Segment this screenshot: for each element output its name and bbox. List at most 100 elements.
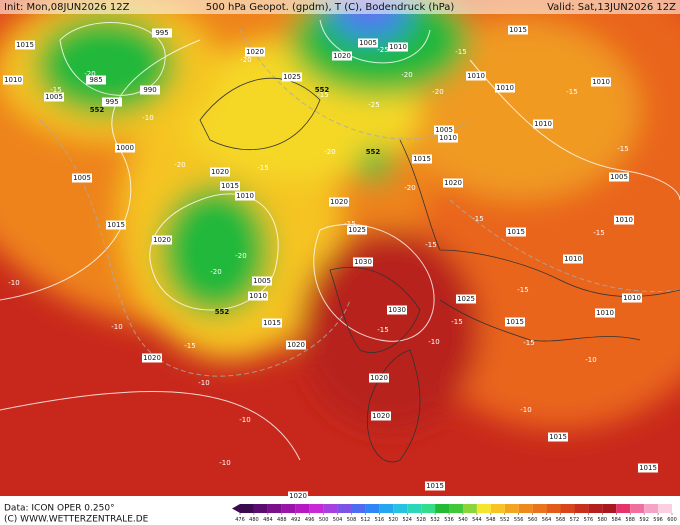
colorbar-tick-label: 488 — [277, 517, 287, 523]
isobar-label-box — [506, 227, 526, 237]
isobar-label-box — [252, 276, 272, 286]
colorbar-tick-label: 484 — [263, 517, 273, 523]
isobar-label-box — [72, 173, 92, 183]
isobar-label-box — [495, 83, 515, 93]
isobar-label: 1030 — [354, 258, 372, 266]
isobar-label: 1010 — [389, 43, 407, 51]
colorbar-bin — [644, 504, 659, 513]
colorbar-bin — [630, 504, 645, 513]
isobar-label: 1005 — [45, 93, 63, 101]
colorbar-bin — [281, 504, 296, 513]
isobar-label-box — [353, 257, 373, 267]
temperature-label: -20 — [84, 70, 95, 78]
isobar-label: 1010 — [4, 76, 22, 84]
temperature-label: -20 — [210, 268, 221, 276]
isobar-label: 1020 — [289, 492, 307, 500]
isobar-label-box — [44, 92, 64, 102]
isobar-label: 1005 — [73, 174, 91, 182]
isobar-label-box — [563, 254, 583, 264]
isobar-label-box — [434, 125, 454, 135]
colorbar-tick-label: 580 — [598, 517, 608, 523]
colorbar-bin — [365, 504, 380, 513]
isobar-label: 1015 — [549, 433, 567, 441]
temperature-label: -15 — [377, 326, 388, 334]
colorbar-tick-label: 540 — [458, 517, 468, 523]
colorbar-tick-label: 588 — [625, 517, 635, 523]
isobar-label: 1010 — [467, 72, 485, 80]
isobar-label-box — [106, 220, 126, 230]
temperature-label: -15 — [257, 164, 268, 172]
colorbar-tick-label: 512 — [361, 517, 371, 523]
isobar-label: 1030 — [388, 306, 406, 314]
isobar-label: 1020 — [211, 168, 229, 176]
valid-time: Valid: Sat,13JUN2026 12Z — [547, 2, 676, 13]
isobar-label-box — [358, 38, 378, 48]
isobar-label: 1015 — [426, 482, 444, 490]
isobar-label: 1020 — [287, 341, 305, 349]
temperature-label: -25 — [368, 101, 379, 109]
isobar-label-box — [142, 353, 162, 363]
colorbar-bin — [393, 504, 408, 513]
isobar-label: 1020 — [153, 236, 171, 244]
colorbar-tick-label: 572 — [570, 517, 580, 523]
isobar-label-box — [210, 167, 230, 177]
isobar-label-box — [443, 178, 463, 188]
colorbar-tick-label: 480 — [249, 517, 259, 523]
colorbar-bin — [588, 504, 603, 513]
temperature-label: -15 — [617, 145, 628, 153]
colorbar-bin — [295, 504, 310, 513]
isobar-label-box — [245, 47, 265, 57]
colorbar-tick-label: 520 — [389, 517, 399, 523]
colorbar-bin — [449, 504, 463, 513]
isobar-label: 1010 — [615, 216, 633, 224]
isobar-label: 1020 — [372, 412, 390, 420]
isobar-label: 1005 — [435, 126, 453, 134]
temperature-label: -20 — [174, 161, 185, 169]
isobar-label: 1020 — [143, 354, 161, 362]
colorbar-bin — [267, 504, 282, 513]
isobar-label-box — [591, 77, 611, 87]
colorbar-bin — [421, 504, 436, 513]
temperature-label: -15 — [317, 91, 328, 99]
isobar-label: 1020 — [246, 48, 264, 56]
temperature-label: -25 — [377, 46, 388, 54]
temperature-label: -15 — [523, 339, 534, 347]
colorbar-bin — [309, 504, 324, 513]
geopotential-label: 552 — [90, 106, 105, 114]
isobar-label-box — [425, 481, 445, 491]
temperature-label: -20 — [324, 148, 335, 156]
temperature-label: -15 — [344, 220, 355, 228]
temperature-label: -20 — [401, 71, 412, 79]
colorbar-tick-label: 508 — [347, 517, 357, 523]
colorbar-tick-label: 476 — [235, 517, 245, 523]
temperature-label: -15 — [451, 318, 462, 326]
colorbar-bin — [435, 504, 450, 513]
colorbar-bin — [560, 504, 575, 513]
isobar-label: 1015 — [107, 221, 125, 229]
isobar-label: 995 — [155, 29, 168, 37]
colorbar-tick-label: 600 — [667, 517, 677, 523]
isobar-label: 990 — [143, 86, 156, 94]
colorbar-bin — [504, 504, 519, 513]
isobar-label: 1025 — [283, 73, 301, 81]
isobar-label: 1010 — [596, 309, 614, 317]
isobar-label: 1015 — [16, 41, 34, 49]
colorbar-bin — [351, 504, 366, 513]
field-description: 500 hPa Geopot. (gpdm), T (C), Bodendruc… — [206, 2, 455, 13]
colorbar-tick-label: 504 — [333, 517, 343, 523]
isobar-label-box — [86, 75, 106, 85]
colorbar-bin — [518, 504, 533, 513]
temperature-label: -10 — [585, 356, 596, 364]
geopotential-label: 552 — [215, 308, 230, 316]
isobar-label: 1005 — [253, 277, 271, 285]
temperature-label: -15 — [593, 229, 604, 237]
isobar-label-box — [438, 133, 458, 143]
isobar-label-box — [505, 317, 525, 327]
colorbar-tick-label: 516 — [375, 517, 385, 523]
temperature-label: -15 — [517, 286, 528, 294]
colorbar-bin — [532, 504, 547, 513]
colorbar-tick-label: 592 — [639, 517, 649, 523]
isobar-label: 1010 — [249, 292, 267, 300]
colorbar-bin — [337, 504, 352, 513]
